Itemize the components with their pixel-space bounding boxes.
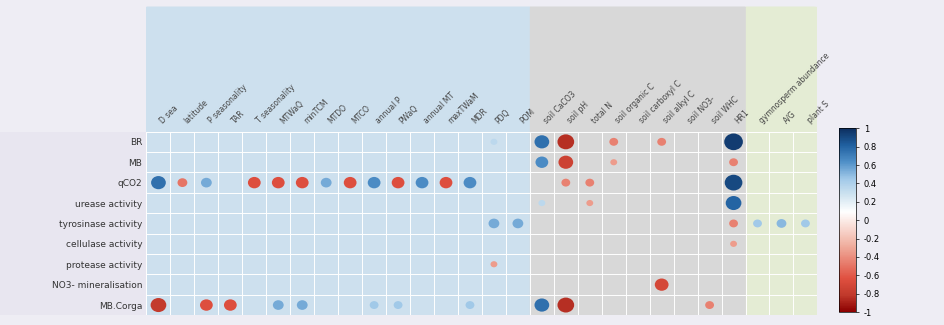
Text: soil CaCO3: soil CaCO3 — [541, 90, 577, 125]
Text: annual MT: annual MT — [422, 91, 456, 125]
Text: MTCO: MTCO — [350, 104, 372, 125]
Bar — [530, 132, 745, 315]
Ellipse shape — [201, 178, 211, 188]
Text: minTCM: minTCM — [302, 98, 329, 125]
Ellipse shape — [609, 138, 617, 146]
Text: soil alkyl C: soil alkyl C — [661, 90, 697, 125]
Text: HR1: HR1 — [733, 108, 750, 125]
Text: soil pH: soil pH — [565, 100, 590, 125]
Bar — [745, 6, 817, 132]
Bar — [146, 6, 530, 132]
Polygon shape — [146, 6, 530, 132]
Ellipse shape — [247, 177, 261, 188]
Ellipse shape — [723, 134, 742, 150]
Text: gymnosperm abundance: gymnosperm abundance — [757, 52, 831, 125]
Ellipse shape — [490, 261, 497, 267]
Ellipse shape — [724, 175, 742, 190]
Ellipse shape — [730, 241, 736, 247]
Ellipse shape — [369, 301, 379, 309]
Polygon shape — [530, 6, 745, 60]
Text: POM: POM — [517, 107, 536, 125]
Text: MTDO: MTDO — [326, 103, 348, 125]
Ellipse shape — [535, 157, 548, 168]
Ellipse shape — [558, 156, 573, 169]
Ellipse shape — [534, 135, 548, 149]
Ellipse shape — [367, 177, 380, 188]
Ellipse shape — [512, 219, 523, 228]
Ellipse shape — [538, 200, 545, 206]
Ellipse shape — [729, 158, 737, 166]
Text: TAR: TAR — [230, 109, 246, 125]
Ellipse shape — [488, 219, 498, 228]
Bar — [530, 6, 745, 132]
Text: annual P: annual P — [374, 96, 404, 125]
Text: MDR: MDR — [469, 106, 488, 125]
Ellipse shape — [177, 178, 187, 187]
Text: A/G: A/G — [781, 109, 797, 125]
Ellipse shape — [557, 298, 574, 313]
Ellipse shape — [150, 298, 166, 312]
Ellipse shape — [295, 177, 309, 188]
Ellipse shape — [490, 139, 497, 145]
Ellipse shape — [273, 300, 283, 310]
Text: T seasonality: T seasonality — [254, 83, 296, 125]
Ellipse shape — [151, 176, 165, 189]
Text: P seasonality: P seasonality — [206, 83, 248, 125]
Polygon shape — [745, 6, 817, 20]
Ellipse shape — [801, 219, 809, 228]
Ellipse shape — [394, 301, 402, 309]
Ellipse shape — [534, 298, 548, 312]
Ellipse shape — [391, 177, 404, 188]
Text: latitude: latitude — [182, 98, 210, 125]
Ellipse shape — [585, 200, 593, 206]
Ellipse shape — [584, 179, 594, 187]
Text: PDQ: PDQ — [494, 108, 512, 125]
Ellipse shape — [200, 299, 212, 311]
Text: soil carboxyl C: soil carboxyl C — [637, 80, 683, 125]
Text: total N: total N — [589, 101, 614, 125]
Ellipse shape — [344, 177, 356, 188]
Bar — [146, 132, 530, 315]
Ellipse shape — [557, 134, 574, 149]
Ellipse shape — [561, 179, 569, 187]
Ellipse shape — [465, 301, 474, 309]
Ellipse shape — [654, 279, 667, 291]
Ellipse shape — [415, 177, 428, 188]
Ellipse shape — [610, 159, 616, 165]
Ellipse shape — [224, 299, 237, 311]
Bar — [745, 132, 817, 315]
Ellipse shape — [752, 219, 761, 228]
Ellipse shape — [296, 300, 308, 310]
Text: MTWaQ: MTWaQ — [278, 98, 305, 125]
Ellipse shape — [320, 178, 331, 188]
Ellipse shape — [272, 177, 284, 188]
Ellipse shape — [464, 177, 476, 188]
Ellipse shape — [439, 177, 452, 188]
Ellipse shape — [704, 301, 714, 309]
Ellipse shape — [725, 196, 741, 210]
Text: soil WHC: soil WHC — [709, 95, 739, 125]
Text: soil organic C: soil organic C — [613, 83, 656, 125]
Ellipse shape — [657, 138, 666, 146]
Text: plant S: plant S — [804, 100, 830, 125]
Text: D sea: D sea — [159, 104, 180, 125]
Ellipse shape — [729, 219, 737, 228]
Text: maxTWaM: maxTWaM — [446, 91, 480, 125]
Polygon shape — [0, 132, 146, 315]
Text: PWaQ: PWaQ — [397, 103, 420, 125]
Ellipse shape — [776, 219, 785, 228]
Text: soil NO3-: soil NO3- — [685, 95, 716, 125]
